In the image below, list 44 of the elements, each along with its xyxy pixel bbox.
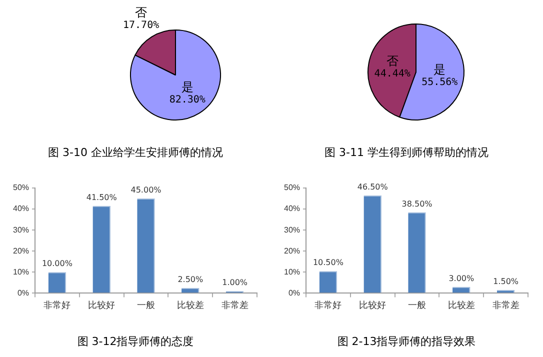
x-tick-label: 比较好: [359, 300, 386, 310]
data-label: 45.00%: [130, 186, 162, 195]
slice-label: 是: [181, 80, 194, 94]
data-label: 3.00%: [448, 274, 475, 283]
text: 图 2-13指导师傅的指导效果: [336, 334, 477, 349]
text: 图 3-11 学生得到师傅帮助的情况: [324, 145, 490, 160]
x-tick-label: 一般: [137, 300, 156, 310]
y-tick-label: 20%: [12, 246, 30, 256]
data-label: 41.50%: [86, 192, 118, 202]
y-tick-label: 10%: [12, 267, 30, 276]
slice-label: 是: [434, 62, 446, 76]
x-tick-label: 非常差: [492, 300, 520, 310]
data-label: 46.50%: [357, 182, 388, 192]
x-tick-label: 比较差: [448, 300, 475, 310]
x-tick-label: 非常好: [44, 300, 71, 310]
y-tick-label: 40%: [284, 204, 300, 214]
data-label: 17.70%: [122, 20, 160, 32]
y-tick-label: 50%: [12, 183, 30, 192]
data-label: 38.50%: [402, 199, 433, 208]
data-label: 44.44%: [374, 68, 410, 80]
text: 图 3-10 企业给学生安排师傅的情况: [47, 145, 224, 160]
y-tick-label: 0%: [288, 288, 300, 298]
y-tick-label: 10%: [284, 267, 300, 276]
x-tick-label: 一般: [408, 300, 426, 310]
data-label: 10.50%: [312, 258, 344, 268]
data-label: 2.50%: [178, 275, 204, 284]
y-tick-label: 40%: [12, 204, 30, 214]
x-tick-label: 比较好: [88, 300, 116, 310]
data-label: 1.50%: [493, 277, 519, 286]
y-tick-label: 0%: [17, 288, 30, 298]
data-label: 10.00%: [42, 259, 73, 268]
data-label: 1.00%: [222, 278, 248, 288]
x-tick-label: 非常差: [221, 300, 248, 310]
slice-label: 否: [386, 54, 398, 68]
x-tick-label: 比较差: [176, 300, 204, 310]
text: 图 3-12指导师傅的态度: [76, 334, 195, 349]
y-tick-label: 30%: [284, 225, 300, 234]
slice-label: 否: [135, 6, 148, 20]
data-label: 55.56%: [422, 76, 458, 88]
data-label: 82.30%: [169, 94, 206, 106]
y-tick-label: 50%: [284, 183, 300, 192]
x-tick-label: 非常好: [314, 300, 342, 310]
y-tick-label: 30%: [12, 225, 30, 234]
y-tick-label: 20%: [284, 246, 300, 256]
